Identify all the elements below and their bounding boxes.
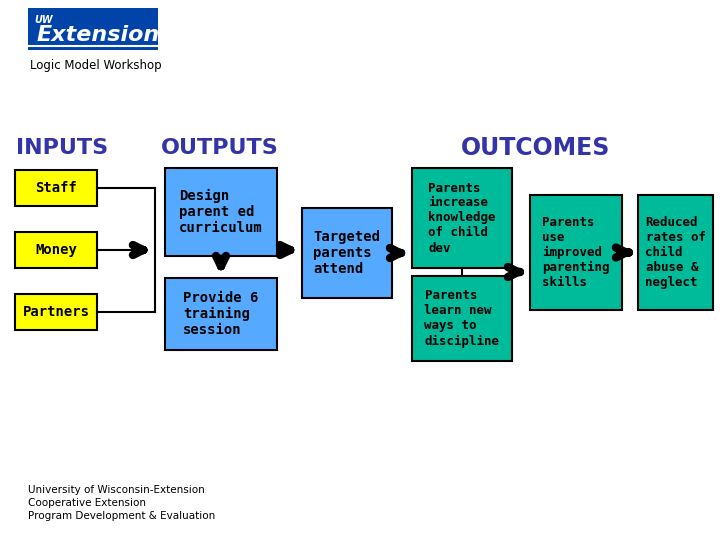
Text: Partners: Partners	[22, 305, 89, 319]
Text: Parents
increase
knowledge
of child
dev: Parents increase knowledge of child dev	[428, 181, 496, 254]
FancyBboxPatch shape	[302, 208, 392, 298]
Text: Targeted
parents
attend: Targeted parents attend	[313, 230, 380, 276]
Text: Parents
use
improved
parenting
skills: Parents use improved parenting skills	[542, 216, 610, 289]
Text: Parents
learn new
ways to
discipline: Parents learn new ways to discipline	[425, 289, 500, 348]
FancyBboxPatch shape	[15, 294, 97, 330]
FancyBboxPatch shape	[530, 195, 622, 310]
Text: Staff: Staff	[35, 181, 77, 195]
Text: UW: UW	[34, 15, 53, 25]
Text: University of Wisconsin-Extension: University of Wisconsin-Extension	[28, 485, 204, 495]
Text: Logic Model Workshop: Logic Model Workshop	[30, 59, 161, 72]
Text: Cooperative Extension: Cooperative Extension	[28, 498, 146, 508]
Text: Extension: Extension	[37, 25, 160, 45]
FancyBboxPatch shape	[165, 278, 277, 350]
Text: Provide 6
training
session: Provide 6 training session	[184, 291, 258, 338]
Text: Program Development & Evaluation: Program Development & Evaluation	[28, 511, 215, 521]
FancyBboxPatch shape	[412, 168, 512, 268]
FancyBboxPatch shape	[412, 276, 512, 361]
FancyBboxPatch shape	[15, 170, 97, 206]
FancyBboxPatch shape	[165, 168, 277, 256]
Text: Reduced
rates of
child
abuse &
neglect: Reduced rates of child abuse & neglect	[646, 216, 706, 289]
Text: INPUTS: INPUTS	[16, 138, 108, 158]
Text: Design
parent ed
curriculum: Design parent ed curriculum	[179, 188, 263, 235]
Text: Money: Money	[35, 243, 77, 257]
FancyBboxPatch shape	[15, 232, 97, 268]
Text: OUTCOMES: OUTCOMES	[462, 136, 611, 160]
Text: OUTPUTS: OUTPUTS	[161, 138, 279, 158]
FancyBboxPatch shape	[28, 8, 158, 50]
FancyBboxPatch shape	[638, 195, 713, 310]
